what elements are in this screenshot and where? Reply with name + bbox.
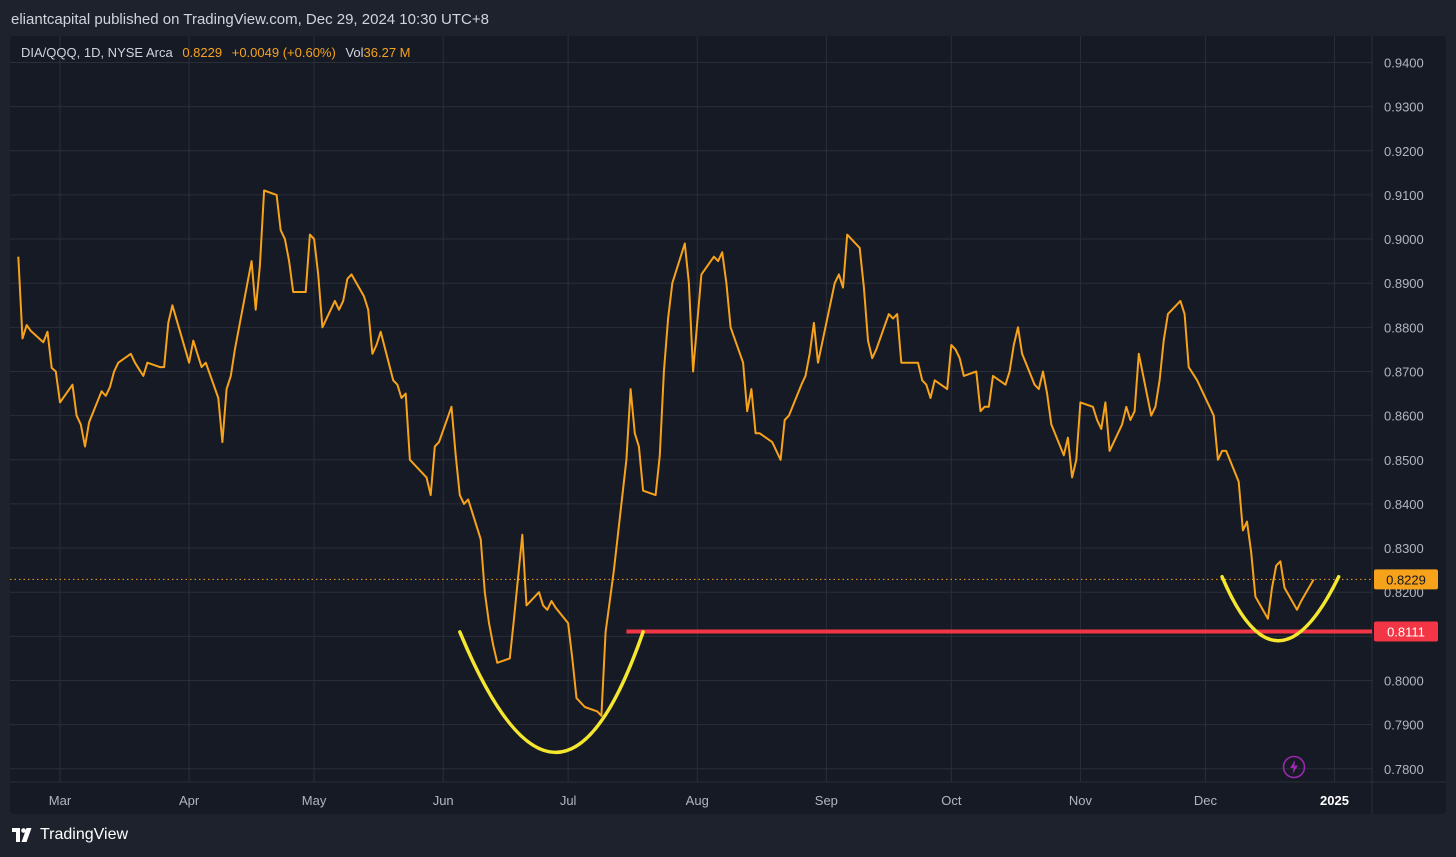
y-tick-label: 0.8000 bbox=[1384, 673, 1424, 688]
y-tick-label: 0.9100 bbox=[1384, 188, 1424, 203]
y-tick-label: 0.7800 bbox=[1384, 762, 1424, 777]
y-tick-label: 0.8800 bbox=[1384, 320, 1424, 335]
tradingview-brand[interactable]: TradingView bbox=[12, 826, 128, 844]
price-series-line[interactable] bbox=[17, 189, 1315, 717]
brand-name: TradingView bbox=[40, 826, 129, 843]
y-tick-label: 0.8400 bbox=[1384, 497, 1424, 512]
x-tick-label: Oct bbox=[941, 793, 962, 808]
legend-symbol: DIA/QQQ, 1D, NYSE Arca bbox=[21, 45, 173, 60]
x-tick-label: 2025 bbox=[1320, 793, 1349, 808]
header-bar: eliantcapital published on TradingView.c… bbox=[0, 0, 1456, 40]
y-tick-label: 0.8700 bbox=[1384, 364, 1424, 379]
x-tick-label: Sep bbox=[815, 793, 838, 808]
x-tick-label: Dec bbox=[1194, 793, 1218, 808]
time-axis-panel bbox=[10, 782, 1372, 814]
lightning-icon[interactable] bbox=[1282, 755, 1306, 779]
y-tick-label: 0.8600 bbox=[1384, 409, 1424, 424]
y-tick-label: 0.8900 bbox=[1384, 276, 1424, 291]
price-axis-panel bbox=[1372, 36, 1446, 814]
support-price-tag-background bbox=[1374, 621, 1438, 642]
x-tick-label: Mar bbox=[49, 793, 72, 808]
publication-info: eliantcapital published on TradingView.c… bbox=[11, 11, 489, 28]
x-tick-label: Jun bbox=[433, 793, 454, 808]
cup-annotation-arc[interactable] bbox=[1220, 574, 1341, 643]
last-price-tag: 0.8229 bbox=[1386, 572, 1426, 587]
legend-volume-label: Vol bbox=[345, 45, 364, 60]
y-tick-label: 0.8300 bbox=[1384, 541, 1424, 556]
tradingview-logo-icon bbox=[12, 828, 32, 842]
y-tick-label: 0.8500 bbox=[1384, 453, 1424, 468]
chart-legend: DIA/QQQ, 1D, NYSE Arca 0.8229 +0.0049 (+… bbox=[21, 45, 417, 60]
chart-area[interactable]: 0.9400 0.9300 0.9200 0.9100 0.9000 0.8900 0.88… bbox=[10, 36, 1446, 814]
y-tick-label: 0.7900 bbox=[1384, 718, 1424, 733]
x-tick-label: May bbox=[302, 793, 327, 808]
plot-background bbox=[10, 36, 1372, 782]
y-tick-label: 0.9000 bbox=[1384, 232, 1424, 247]
support-price-tag: 0.8111 bbox=[1387, 624, 1425, 639]
legend-volume-value: 36.27 M bbox=[363, 45, 411, 60]
cup-annotation-arc[interactable] bbox=[458, 630, 645, 754]
x-tick-label: Apr bbox=[179, 793, 200, 808]
legend-change: +0.0049 (+0.60%) bbox=[231, 45, 336, 60]
legend-price: 0.8229 bbox=[182, 45, 223, 60]
price-chart[interactable]: 0.9400 0.9300 0.9200 0.9100 0.9000 0.8900 0.88… bbox=[10, 36, 1446, 814]
x-tick-label: Aug bbox=[686, 793, 709, 808]
footer-bar: TradingView bbox=[0, 814, 1456, 857]
x-tick-label: Jul bbox=[560, 793, 577, 808]
y-tick-label: 0.9300 bbox=[1384, 100, 1424, 115]
y-tick-label: 0.9400 bbox=[1384, 55, 1424, 70]
x-tick-label: Nov bbox=[1069, 793, 1093, 808]
y-tick-label: 0.9200 bbox=[1384, 144, 1424, 159]
last-price-tag-background bbox=[1374, 569, 1438, 590]
